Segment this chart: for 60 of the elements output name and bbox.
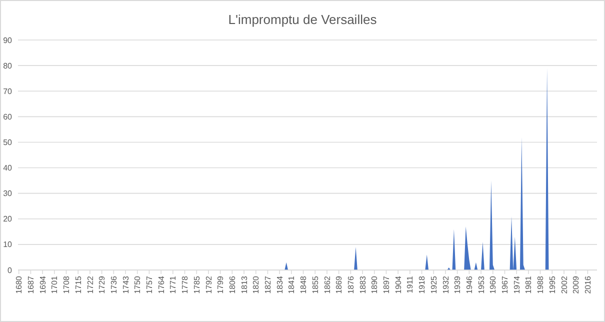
x-tick-label: 1897 (382, 275, 392, 294)
x-tick-label: 1869 (334, 275, 344, 294)
x-tick-label: 1911 (406, 275, 415, 294)
x-tick-label: 1967 (500, 275, 510, 294)
x-tick-label: 1687 (26, 275, 36, 294)
x-tick-label: 1988 (536, 275, 546, 294)
x-tick-label: 2016 (583, 275, 592, 294)
x-tick-label: 1771 (168, 275, 178, 294)
x-tick-label: 1722 (86, 275, 95, 294)
y-tick-label: 70 (3, 86, 13, 96)
x-tick-label: 1939 (453, 275, 462, 294)
y-tick-label: 50 (3, 138, 13, 148)
x-tick-label: 1799 (216, 275, 226, 294)
x-tick-label: 1932 (441, 275, 450, 294)
x-tick-label: 2002 (560, 275, 569, 294)
y-tick-label: 90 (3, 36, 13, 45)
x-tick-label: 1995 (548, 275, 557, 294)
x-tick-label: 1876 (346, 275, 356, 294)
y-tick-label: 30 (3, 189, 13, 198)
x-tick-label: 1813 (240, 275, 249, 294)
x-tick-label: 1841 (287, 275, 296, 294)
y-tick-label: 60 (3, 112, 13, 122)
x-tick-label: 1757 (145, 275, 154, 294)
x-tick-label: 1883 (358, 275, 368, 294)
y-tick-label: 0 (8, 266, 13, 275)
x-tick-label: 1778 (180, 275, 190, 294)
x-tick-label: 1792 (204, 275, 214, 294)
y-tick-label: 40 (3, 164, 13, 173)
x-tick-label: 1785 (192, 275, 202, 294)
x-tick-label: 1680 (14, 275, 24, 294)
y-tick-label: 10 (3, 240, 13, 250)
x-tick-label: 1701 (50, 275, 60, 294)
x-tick-label: 1974 (512, 275, 522, 294)
x-tick-label: 1834 (275, 275, 284, 294)
x-tick-label: 1750 (133, 275, 142, 294)
x-tick-label: 1820 (252, 275, 261, 294)
x-tick-label: 1904 (394, 275, 403, 294)
x-tick-label: 1708 (62, 275, 72, 294)
x-tick-label: 1890 (370, 275, 380, 294)
x-tick-label: 1827 (264, 275, 273, 294)
x-tick-label: 1960 (488, 275, 498, 294)
y-tick-label: 20 (3, 214, 13, 224)
x-tick-label: 1855 (310, 275, 320, 294)
x-tick-label: 1925 (429, 275, 438, 294)
x-tick-label: 1953 (476, 275, 486, 294)
x-tick-label: 1862 (322, 275, 332, 294)
chart-title: L'impromptu de Versailles (228, 12, 378, 27)
y-tick-label: 80 (3, 61, 13, 70)
x-tick-label: 2009 (572, 275, 581, 294)
x-tick-label: 1736 (109, 275, 118, 294)
x-tick-label: 1981 (524, 275, 534, 294)
x-tick-label: 1848 (299, 275, 308, 294)
x-tick-label: 1729 (98, 275, 107, 294)
x-tick-label: 1764 (156, 275, 166, 294)
x-tick-label: 1918 (418, 275, 427, 294)
x-tick-label: 1715 (74, 275, 83, 294)
x-tick-label: 1806 (228, 275, 237, 294)
x-tick-label: 1743 (121, 275, 130, 294)
x-tick-label: 1694 (38, 275, 48, 294)
x-tick-label: 1946 (464, 275, 474, 294)
